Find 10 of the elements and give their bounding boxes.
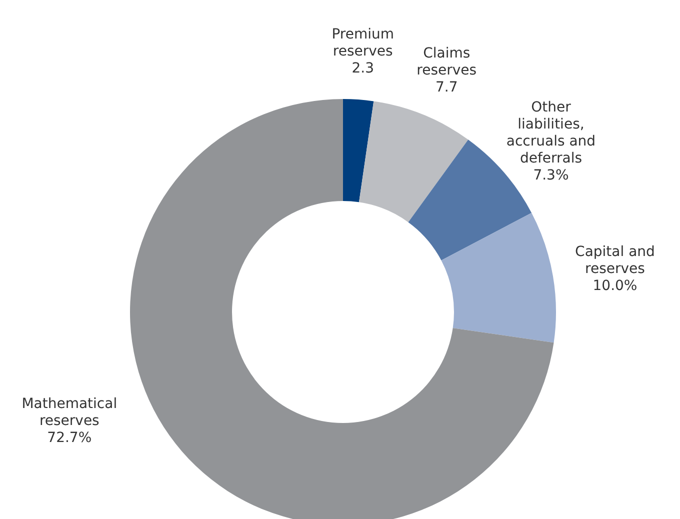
data-label: 7.7: [436, 79, 458, 96]
data-label: 72.7%: [47, 430, 92, 446]
data-label: 10.0%: [592, 278, 638, 294]
data-label: 7.3%: [533, 168, 569, 184]
slice-label: Other liabilities, accruals and deferrals: [506, 100, 596, 167]
slice-label: Claims reserves: [416, 45, 477, 78]
slice-label: Mathematical reserves: [22, 396, 118, 429]
slice-label: Capital and reserves: [575, 244, 655, 277]
slice-label: Premium reserves: [332, 26, 394, 60]
data-label: 2.3: [352, 60, 374, 77]
